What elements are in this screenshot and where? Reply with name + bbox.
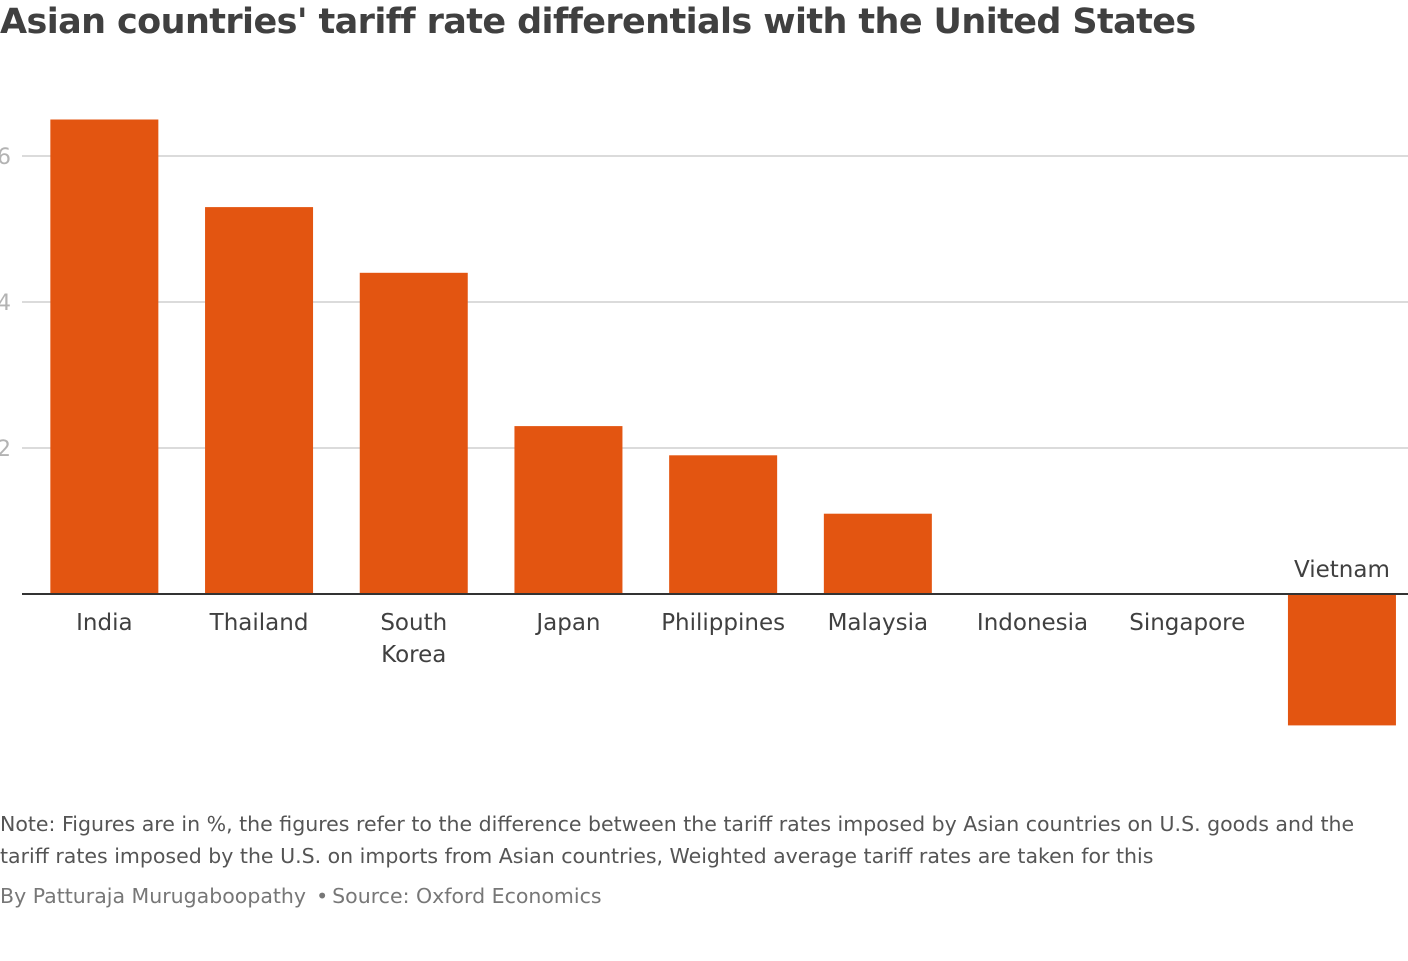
chart-title: Asian countries' tariff rate differentia… — [0, 2, 1196, 42]
bar-south-korea — [359, 272, 468, 594]
source: Source: Oxford Economics — [332, 884, 602, 908]
bar-thailand — [205, 207, 314, 594]
credits: By Patturaja Murugaboopathy • Source: Oxfo… — [0, 884, 602, 908]
category-label: Vietnam — [1294, 557, 1390, 583]
category-label: Malaysia — [828, 610, 929, 636]
category-label: India — [76, 610, 132, 636]
separator: • — [316, 884, 329, 908]
bar-chart: 2 4 6 India Thailand South Korea Japan Philippi… — [0, 119, 1408, 726]
category-label: Japan — [534, 610, 600, 636]
bar-philippines — [669, 455, 778, 594]
category-label: South Korea — [380, 610, 447, 668]
bar-japan — [514, 426, 623, 594]
category-label: Thailand — [209, 610, 309, 636]
bar-malaysia — [823, 513, 932, 594]
chart-note: Note: Figures are in %, the figures refe… — [0, 812, 1355, 868]
byline: By Patturaja Murugaboopathy — [0, 884, 307, 908]
category-label: Philippines — [661, 610, 785, 636]
y-tick-label: 4 — [0, 291, 11, 316]
category-label: Singapore — [1129, 610, 1245, 636]
bars — [50, 119, 1396, 726]
bar-india — [50, 119, 159, 594]
y-tick-label: 2 — [0, 437, 11, 462]
category-labels: India Thailand South Korea Japan Philippines M… — [76, 557, 1390, 668]
category-label: Indonesia — [977, 610, 1088, 636]
y-tick-label: 6 — [0, 145, 11, 170]
bar-vietnam — [1287, 594, 1396, 726]
